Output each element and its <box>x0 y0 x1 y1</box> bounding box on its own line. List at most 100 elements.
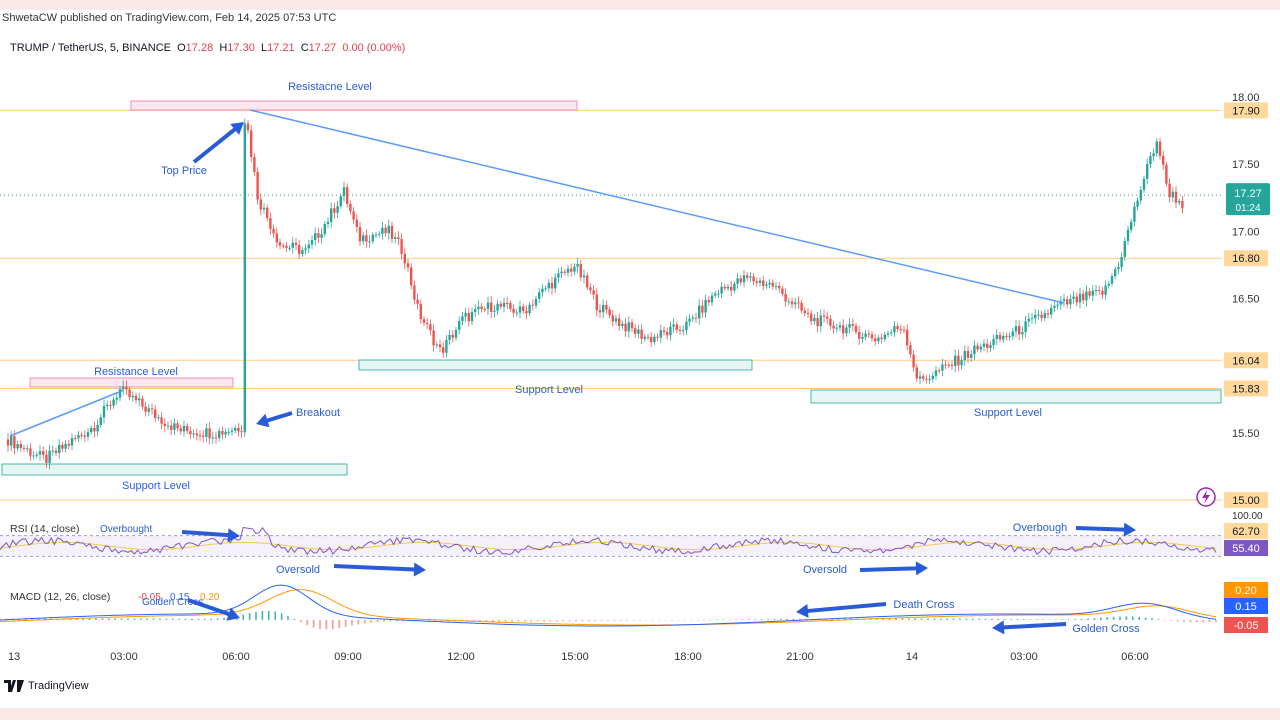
candle <box>1101 290 1104 295</box>
macd-hist-bar <box>1023 619 1025 620</box>
candle <box>179 428 182 432</box>
macd-hist-bar <box>767 619 769 620</box>
candle <box>102 406 106 418</box>
macd-hist-bar <box>178 618 180 620</box>
alert-icon[interactable] <box>1196 487 1216 507</box>
candle <box>672 324 675 327</box>
candle <box>1014 326 1018 332</box>
candle <box>890 332 893 334</box>
high-label: H <box>219 42 228 54</box>
candle <box>250 130 253 158</box>
candle <box>883 334 886 340</box>
candle <box>336 206 339 213</box>
candle <box>986 343 989 348</box>
candle <box>893 326 896 333</box>
macd-title[interactable]: MACD (12, 26, close) <box>10 591 110 603</box>
macd-hist-bar <box>927 618 929 620</box>
candle <box>515 312 518 314</box>
candle <box>954 355 957 366</box>
macd-hist-bar <box>946 618 948 620</box>
symbol-name[interactable]: TRUMP / TetherUS, 5, BINANCE <box>10 42 171 54</box>
macd-hist-bar <box>792 618 795 620</box>
candle <box>1075 296 1078 303</box>
macd-hist-bar <box>1170 620 1172 621</box>
macd-hist-bar <box>703 619 705 621</box>
macd-hist-bar <box>684 620 686 621</box>
candle <box>992 338 995 346</box>
candle <box>928 379 931 381</box>
candle <box>112 399 115 406</box>
candle <box>234 428 237 431</box>
candle <box>733 283 736 291</box>
candle <box>416 299 419 304</box>
rsi-title[interactable]: RSI (14, close) <box>10 523 79 535</box>
candle <box>61 444 64 449</box>
candle <box>909 345 912 355</box>
candle <box>512 308 515 313</box>
y-tick-label: 17.50 <box>1232 159 1260 171</box>
macd-hist-bar <box>300 620 302 623</box>
x-tick-label: 06:00 <box>1121 651 1149 663</box>
candle <box>454 329 458 338</box>
publisher-line: ShwetaCW published on TradingView.com, F… <box>2 12 337 24</box>
macd-hist-bar <box>568 620 571 622</box>
candle <box>1040 314 1043 318</box>
macd-hist-bar <box>1138 616 1140 620</box>
macd-hist-bar <box>741 619 744 620</box>
candle <box>848 324 851 328</box>
macd-hist-bar <box>504 620 507 622</box>
candle <box>758 280 762 283</box>
candle <box>131 395 134 398</box>
candle <box>214 437 218 439</box>
candle <box>899 329 902 331</box>
candle <box>813 317 816 322</box>
macd-hist-bar <box>908 618 910 620</box>
candle <box>1011 331 1014 337</box>
macd-hist-bar <box>575 620 577 622</box>
candle <box>624 323 627 332</box>
macd-hist-bar <box>972 618 974 620</box>
candle <box>320 234 323 238</box>
candle <box>166 425 170 427</box>
macd-hist-bar <box>901 618 904 620</box>
macd-hist-bar <box>261 610 264 620</box>
macd-hist-bar <box>748 619 750 620</box>
candle <box>410 267 413 286</box>
candle <box>835 327 838 329</box>
candle <box>490 302 493 312</box>
macd-hist-bar <box>223 617 225 620</box>
macd-hist-bar <box>197 618 200 620</box>
tradingview-logo[interactable]: TradingView <box>4 680 89 692</box>
candle <box>784 293 787 302</box>
candle <box>339 196 342 207</box>
candle <box>736 278 739 284</box>
macd-hist-bar <box>280 613 283 620</box>
candle <box>586 275 589 288</box>
candle <box>822 315 826 317</box>
candle <box>851 324 854 326</box>
candle <box>688 318 691 322</box>
candle <box>634 328 637 334</box>
candle <box>1094 290 1098 292</box>
candle <box>1098 290 1101 292</box>
candle <box>397 237 400 240</box>
macd-hist-bar <box>1215 620 1217 622</box>
macd-hist-bar <box>1074 619 1076 620</box>
macd-hist-bar <box>831 618 833 620</box>
candle <box>394 237 397 239</box>
symbol-header[interactable]: TRUMP / TetherUS, 5, BINANCE O17.28 H17.… <box>10 42 405 54</box>
macd-hist-bar <box>1004 619 1006 620</box>
macd-hist-bar <box>31 618 33 620</box>
macd-hist-bar <box>1029 619 1032 620</box>
candle <box>579 263 582 278</box>
candle <box>701 305 704 313</box>
candle <box>637 329 640 334</box>
candle <box>1027 318 1030 322</box>
high-value: 17.30 <box>227 42 255 54</box>
candle <box>38 451 42 455</box>
candle <box>230 430 234 432</box>
candle <box>26 448 29 450</box>
candle <box>150 408 154 410</box>
candle <box>650 336 653 343</box>
